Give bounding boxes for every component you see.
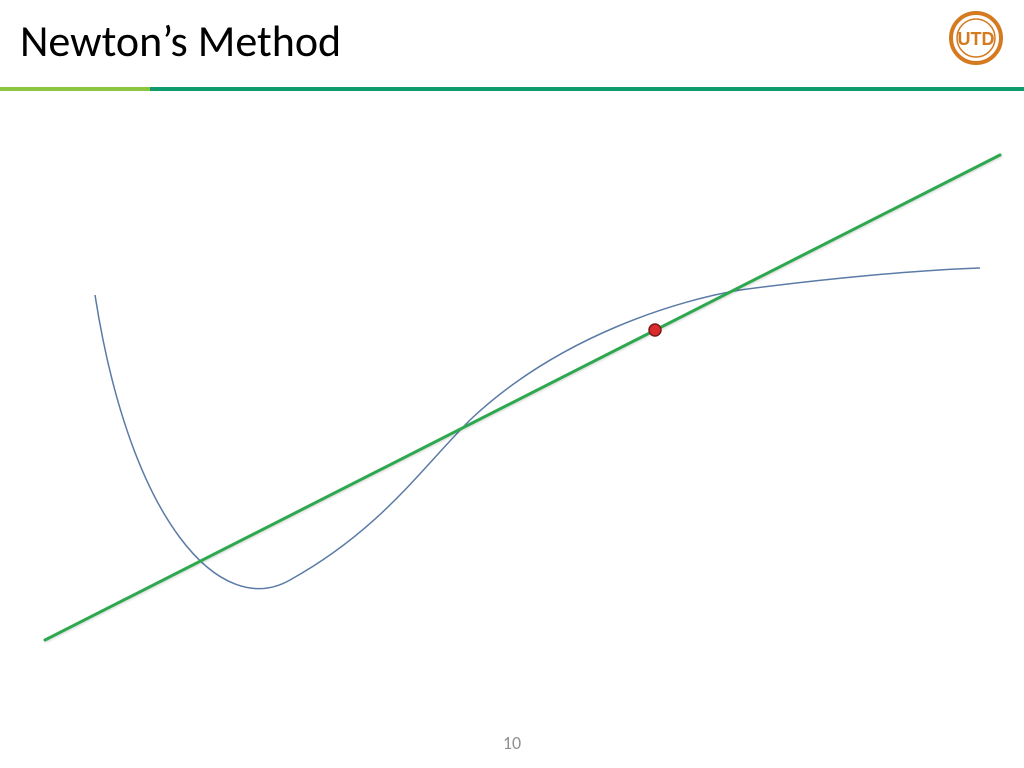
institution-logo: UTD [948,10,1004,66]
header-divider [0,86,1024,92]
chart-area [0,100,1024,740]
tangent-point [649,324,661,336]
page-number: 10 [0,732,1024,754]
svg-text:UTD: UTD [958,29,995,49]
tangent-line [45,155,1000,640]
function-curve [95,268,980,589]
slide-title: Newton’s Method [20,14,341,68]
